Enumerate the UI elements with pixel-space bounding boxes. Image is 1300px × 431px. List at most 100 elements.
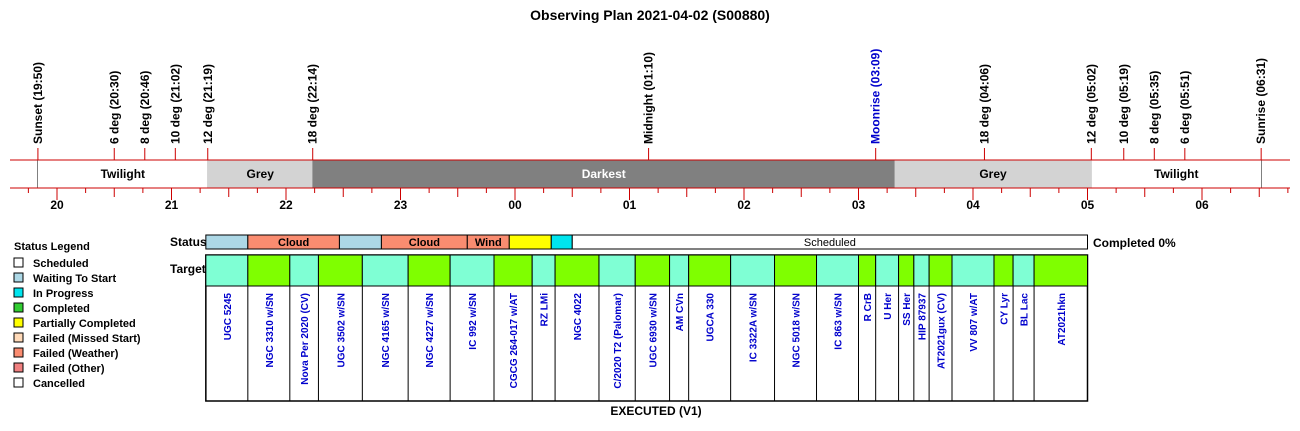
legend-swatch-3 bbox=[13, 302, 24, 313]
target-label-18: U Her bbox=[883, 293, 894, 320]
target-block-9 bbox=[554, 254, 600, 287]
target-label-17: R CrB bbox=[863, 293, 874, 321]
legend-swatch-1 bbox=[13, 272, 24, 283]
event-label-2: 8 deg (20:46) bbox=[138, 71, 152, 144]
hour-label-03: 03 bbox=[852, 198, 866, 212]
target-block-4 bbox=[361, 254, 409, 287]
status-row: Status Cloud Cloud Wind Scheduled bbox=[170, 234, 1088, 250]
target-label-4: NGC 4165 w/SN bbox=[381, 293, 392, 367]
target-label-15: NGC 5018 w/SN bbox=[792, 293, 803, 367]
target-label-25: AT2021hkn bbox=[1057, 293, 1068, 346]
event-label-7: Moonrise (03:09) bbox=[869, 49, 883, 144]
event-label-0: Sunset (19:50) bbox=[31, 62, 45, 144]
event-label-3: 10 deg (21:02) bbox=[168, 64, 182, 144]
target-label-22: VV 807 w/AT bbox=[969, 293, 980, 352]
target-label-19: SS Her bbox=[902, 293, 913, 326]
status-segment-label-1: Cloud bbox=[278, 237, 309, 249]
target-block-17 bbox=[858, 254, 877, 287]
legend-item-1: Waiting To Start bbox=[33, 273, 116, 285]
target-block-0 bbox=[205, 254, 249, 287]
footer-label: EXECUTED (V1) bbox=[610, 404, 701, 418]
hour-label-02: 02 bbox=[737, 198, 751, 212]
target-block-6 bbox=[449, 254, 495, 287]
status-segment-2 bbox=[338, 234, 382, 250]
phase-label-3: Grey bbox=[979, 167, 1007, 181]
event-label-9: 12 deg (05:02) bbox=[1084, 64, 1098, 144]
target-label-12: AM CVn bbox=[675, 293, 686, 331]
target-block-5 bbox=[407, 254, 451, 287]
event-label-12: 6 deg (05:51) bbox=[1178, 71, 1192, 144]
status-segment-5 bbox=[508, 234, 552, 250]
legend-swatch-6 bbox=[13, 347, 24, 358]
phase-2 bbox=[312, 160, 895, 188]
target-block-12 bbox=[669, 254, 690, 287]
target-label-23: CY Lyr bbox=[1000, 293, 1011, 325]
legend-item-0: Scheduled bbox=[33, 258, 89, 270]
target-label-20: HIP 87937 bbox=[917, 293, 928, 341]
status-segment-6 bbox=[550, 234, 573, 250]
status-segment-0 bbox=[205, 234, 249, 250]
legend-swatch-0 bbox=[13, 257, 24, 268]
target-block-8 bbox=[531, 254, 556, 287]
target-block-20 bbox=[913, 254, 930, 287]
event-label-1: 6 deg (20:30) bbox=[107, 71, 121, 144]
target-block-25 bbox=[1033, 254, 1088, 287]
event-label-5: 18 deg (22:14) bbox=[306, 64, 320, 144]
legend-swatch-4 bbox=[13, 317, 24, 328]
target-label-11: UGC 6930 w/SN bbox=[648, 293, 659, 367]
phase-label-0: Twilight bbox=[101, 167, 145, 181]
target-label-3: UGC 3502 w/SN bbox=[336, 293, 347, 367]
legend-swatch-8 bbox=[13, 377, 24, 388]
event-label-8: 18 deg (04:06) bbox=[977, 64, 991, 144]
status-segment-label-3: Cloud bbox=[409, 237, 440, 249]
legend-item-8: Cancelled bbox=[33, 378, 85, 390]
target-label-7: CGCG 264-017 w/AT bbox=[509, 293, 520, 388]
event-label-6: Midnight (01:10) bbox=[642, 52, 656, 144]
phase-label-1: Grey bbox=[247, 167, 275, 181]
target-block-14 bbox=[730, 254, 776, 287]
target-block-1 bbox=[247, 254, 291, 287]
status-segment-7 bbox=[571, 234, 1088, 250]
target-block-2 bbox=[289, 254, 319, 287]
target-label-6: IC 992 w/SN bbox=[468, 293, 479, 350]
target-block-7 bbox=[493, 254, 533, 287]
legend-item-5: Failed (Missed Start) bbox=[33, 333, 141, 345]
target-block-21 bbox=[928, 254, 953, 287]
target-label-13: UGCA 330 bbox=[706, 293, 717, 342]
legend-item-4: Partially Completed bbox=[33, 318, 136, 330]
target-block-16 bbox=[816, 254, 859, 287]
target-label-9: NGC 4022 bbox=[573, 293, 584, 341]
time-axis: 20 21 22 23 00 01 02 03 04 05 06 bbox=[27, 188, 1289, 212]
phase-band: Twilight Grey Darkest Grey Twilight bbox=[10, 159, 1290, 189]
target-label-24: BL Lac bbox=[1020, 293, 1031, 327]
event-label-10: 10 deg (05:19) bbox=[1117, 64, 1131, 144]
event-markers: Sunset (19:50) 6 deg (20:30) 8 deg (20:46)… bbox=[31, 49, 1268, 188]
target-label-8: RZ LMi bbox=[540, 293, 551, 327]
hour-label-20: 20 bbox=[50, 198, 64, 212]
target-block-23 bbox=[993, 254, 1014, 287]
status-segment-label-7: Scheduled bbox=[804, 237, 856, 249]
status-row-label: Status bbox=[170, 235, 207, 249]
event-label-11: 8 deg (05:35) bbox=[1147, 71, 1161, 144]
target-block-15 bbox=[774, 254, 818, 287]
hour-label-21: 21 bbox=[165, 198, 179, 212]
targets-row-label: Targets bbox=[170, 262, 213, 276]
target-block-22 bbox=[951, 254, 995, 287]
target-label-5: NGC 4227 w/SN bbox=[425, 293, 436, 367]
target-block-3 bbox=[317, 254, 363, 287]
phase-1 bbox=[207, 160, 313, 188]
target-label-0: UGC 5245 bbox=[223, 293, 234, 341]
legend-swatch-5 bbox=[13, 332, 24, 343]
target-label-16: IC 863 w/SN bbox=[834, 293, 845, 350]
chart-title: Observing Plan 2021-04-02 (S00880) bbox=[530, 7, 770, 23]
hour-label-04: 04 bbox=[966, 198, 980, 212]
hour-label-00: 00 bbox=[508, 198, 522, 212]
phase-label-2: Darkest bbox=[582, 167, 626, 181]
legend-item-6: Failed (Weather) bbox=[33, 348, 119, 360]
event-label-4: 12 deg (21:19) bbox=[201, 64, 215, 144]
legend-swatch-7 bbox=[13, 362, 24, 373]
legend-item-7: Failed (Other) bbox=[33, 363, 105, 375]
target-label-10: C/2020 T2 (Palomar) bbox=[613, 293, 624, 389]
target-block-19 bbox=[898, 254, 915, 287]
